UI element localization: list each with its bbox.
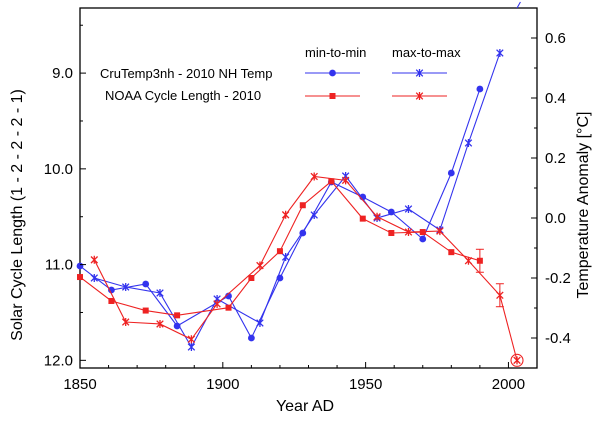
x-tick-label: 2000 — [492, 376, 525, 393]
legend: min-to-min max-to-max CruTemp3nh - 2010 … — [100, 45, 461, 103]
data-point — [464, 256, 473, 265]
data-point — [415, 69, 424, 77]
y2-tick-label: 0.0 — [545, 210, 566, 227]
x-tick-label: 1850 — [63, 376, 96, 393]
data-point — [281, 253, 290, 261]
data-point — [108, 297, 115, 304]
data-point — [404, 228, 413, 237]
data-point — [90, 274, 99, 282]
data-point — [464, 139, 473, 147]
y2-tick-label: -0.4 — [545, 330, 571, 347]
y-tick-label: 11.0 — [45, 257, 73, 274]
y-tick-label: 10.0 — [44, 161, 73, 178]
series-3 — [90, 172, 521, 365]
data-point — [156, 289, 164, 297]
y2-axis-title: Temperature Anomaly [°C] — [575, 112, 592, 299]
series-layer — [76, 1, 524, 367]
data-point — [108, 286, 115, 294]
highlight-circle — [510, 353, 524, 367]
data-point — [448, 249, 455, 256]
error-bars — [475, 248, 524, 367]
data-point — [436, 227, 444, 236]
data-point — [373, 212, 381, 221]
legend-header-max: max-to-max — [392, 45, 461, 60]
data-point — [419, 235, 427, 243]
series-0 — [76, 85, 484, 342]
y-tick-label: 9.0 — [52, 65, 73, 82]
data-point — [276, 248, 283, 255]
data-point — [77, 274, 83, 281]
data-point — [121, 318, 130, 327]
data-point — [76, 262, 84, 270]
data-point — [328, 178, 335, 185]
data-point — [388, 230, 395, 236]
data-point — [187, 343, 196, 351]
x-tick-label: 1950 — [349, 376, 382, 393]
data-point — [213, 299, 221, 308]
legend-header-min: min-to-min — [305, 45, 366, 60]
data-point — [341, 176, 350, 185]
legend-sample — [392, 69, 447, 77]
legend-sample — [392, 92, 447, 100]
data-point — [174, 312, 181, 319]
data-point — [187, 335, 196, 344]
data-point — [121, 283, 130, 291]
data-point — [256, 319, 264, 327]
y2-tick-label: 0.2 — [545, 150, 566, 167]
data-point — [513, 356, 521, 365]
series-line — [80, 88, 481, 340]
series-overflow-line — [516, 1, 521, 9]
plot-frame — [79, 7, 538, 369]
y2-tick-label: 0.4 — [545, 90, 566, 107]
data-point — [247, 334, 255, 342]
data-point — [329, 93, 336, 99]
x-tick-label: 1900 — [206, 376, 239, 393]
data-point — [225, 292, 232, 300]
data-point — [359, 215, 366, 222]
data-point — [248, 275, 255, 281]
data-point — [225, 304, 232, 311]
y-tick-label: 12.0 — [44, 352, 73, 369]
data-point — [310, 211, 318, 219]
data-point — [281, 210, 290, 219]
data-point — [404, 205, 413, 213]
series-line — [94, 52, 501, 349]
data-point — [156, 319, 164, 328]
x-axis-title: Year AD — [276, 398, 334, 415]
legend-label-red: NOAA Cycle Length - 2010 — [105, 88, 261, 103]
data-point — [299, 202, 306, 209]
data-point — [142, 280, 150, 288]
data-point — [142, 307, 149, 314]
data-point — [90, 255, 99, 264]
ticks-layer: 1850 1900 1950 2000 9.0 10.0 11.0 12.0 0.6 0.4 0.2… — [44, 24, 571, 393]
legend-sample — [305, 69, 360, 77]
series-2 — [77, 178, 483, 319]
data-point — [415, 92, 424, 100]
y2-tick-label: -0.2 — [545, 270, 571, 287]
data-point — [496, 49, 504, 57]
data-point — [329, 69, 336, 77]
y-axis-title: Solar Cycle Length (1 - 2 - 2 - 2 - 1) — [9, 89, 26, 341]
y2-tick-label: 0.6 — [545, 30, 566, 47]
data-point — [310, 172, 318, 181]
legend-label-blue: CruTemp3nh - 2010 NH Temp — [100, 66, 272, 81]
data-point — [256, 261, 264, 270]
data-point — [447, 169, 455, 177]
data-point — [476, 85, 484, 93]
legend-sample — [305, 93, 360, 99]
